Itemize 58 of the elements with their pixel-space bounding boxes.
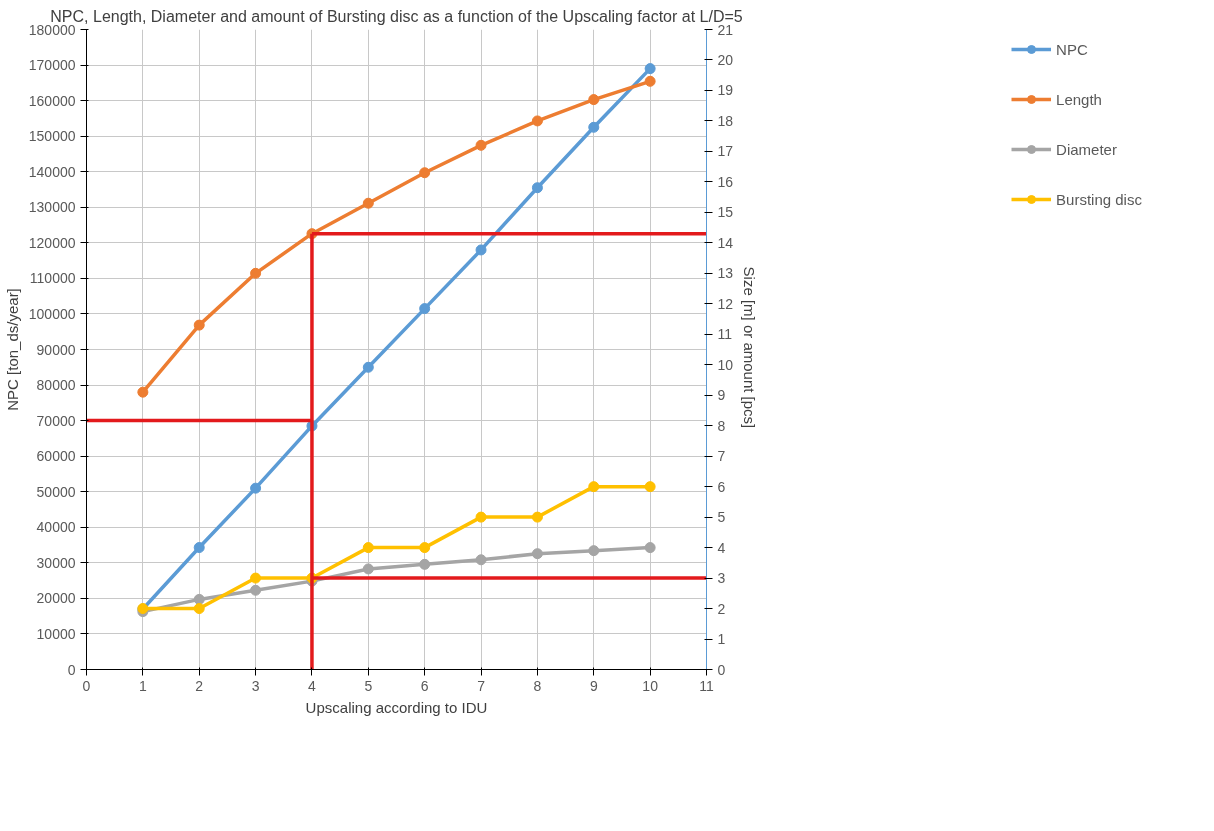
y2-axis-title: Size [m] or amount [pcs] <box>741 266 759 429</box>
x-tick-label: 2 <box>195 677 204 694</box>
y2-tick-label: 9 <box>717 387 726 404</box>
legend-label: NPC <box>1056 40 1088 58</box>
legend-label: Diameter <box>1056 140 1117 158</box>
y2-tick-label: 6 <box>717 478 726 495</box>
x-tick-label: 4 <box>308 677 317 694</box>
y2-tick-label: 12 <box>717 295 734 312</box>
y2-tick-label: 8 <box>717 417 726 434</box>
y2-tick-label: 13 <box>717 265 734 282</box>
y2-tick-label: 5 <box>717 509 726 526</box>
legend-label: Bursting disc <box>1056 190 1142 208</box>
y-tick-label: 30000 <box>36 554 76 571</box>
y-tick-label: 160000 <box>28 92 76 109</box>
legend-label: Length <box>1056 90 1102 108</box>
y-tick-label: 20000 <box>36 590 76 607</box>
y2-tick-label: 18 <box>717 112 734 129</box>
y-axis-title: NPC [ton_ds/year] <box>3 288 21 411</box>
y-tick-label: 110000 <box>29 270 76 287</box>
y-tick-label: 170000 <box>28 57 76 74</box>
y-tick-label: 40000 <box>36 519 76 536</box>
x-tick-label: 8 <box>533 677 542 694</box>
y2-tick-label: 7 <box>717 448 726 465</box>
y2-tick-label: 14 <box>717 234 734 251</box>
y-tick-label: 100000 <box>28 305 76 322</box>
x-tick-label: 11 <box>699 677 714 694</box>
y2-tick-label: 1 <box>717 631 726 648</box>
x-tick-label: 6 <box>420 677 429 694</box>
x-tick-label: 7 <box>477 677 486 694</box>
x-tick-label: 3 <box>251 677 260 694</box>
y2-tick-label: 19 <box>717 82 734 99</box>
y2-tick-label: 15 <box>717 204 734 221</box>
y2-tick-label: 17 <box>717 143 734 160</box>
x-tick-label: 10 <box>642 677 659 694</box>
y-tick-label: 120000 <box>28 234 76 251</box>
y-tick-label: 10000 <box>36 625 76 642</box>
y-tick-label: 140000 <box>28 163 76 180</box>
y-tick-label: 90000 <box>36 341 76 358</box>
y-tick-label: 130000 <box>28 199 76 216</box>
y-tick-label: 80000 <box>36 377 76 394</box>
y2-tick-label: 11 <box>717 326 733 343</box>
x-axis-title: Upscaling according to IDU <box>305 698 488 716</box>
y2-tick-label: 3 <box>717 570 726 587</box>
y2-tick-label: 2 <box>717 600 726 617</box>
x-tick-label: 9 <box>589 677 598 694</box>
y-tick-label: 0 <box>67 661 76 678</box>
y2-tick-label: 10 <box>717 356 734 373</box>
y-tick-label: 70000 <box>36 412 76 429</box>
x-tick-label: 0 <box>82 677 91 694</box>
x-tick-label: 1 <box>138 677 147 694</box>
y-tick-label: 50000 <box>36 483 76 500</box>
y-tick-label: 60000 <box>36 448 76 465</box>
y2-tick-label: 0 <box>717 661 726 678</box>
y2-tick-label: 16 <box>717 173 734 190</box>
y-tick-label: 150000 <box>28 128 76 145</box>
x-tick-label: 5 <box>364 677 373 694</box>
y2-tick-label: 20 <box>717 51 734 68</box>
y2-tick-label: 4 <box>717 539 726 556</box>
